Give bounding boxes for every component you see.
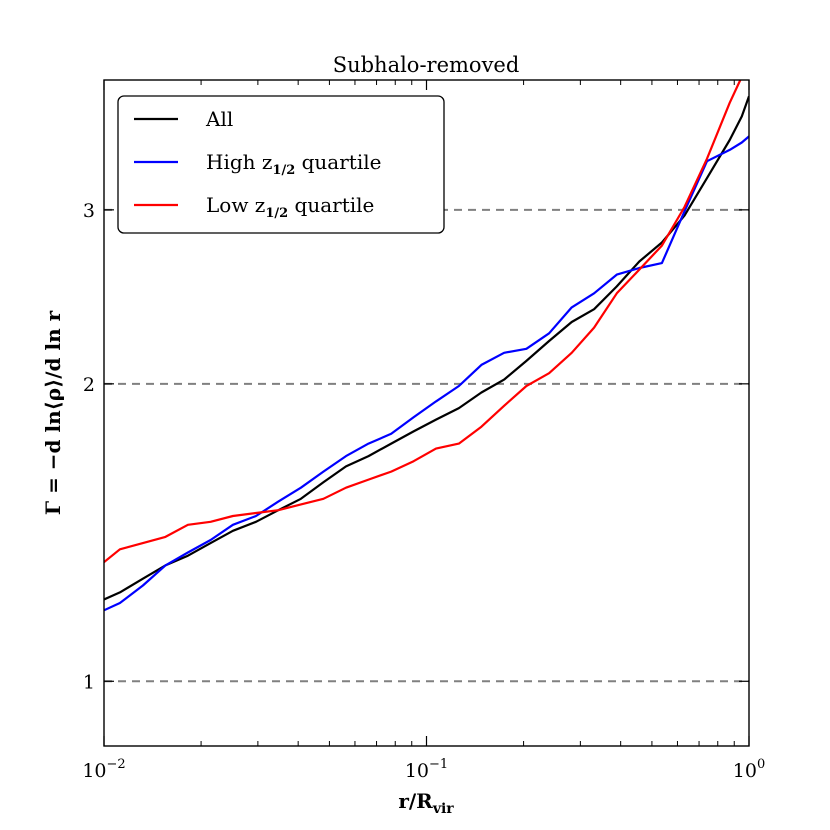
x-axis-label-main: r/R [398,789,433,813]
legend-label-text: Low z [206,193,265,217]
legend-label-subscript: 1/2 [272,163,295,178]
legend-label-1: High z1/2 quartile [206,150,381,178]
legend-box [117,95,445,234]
legend-label-text: High z [206,150,272,174]
series-line-1 [104,135,749,612]
legend-label-0: All [205,107,233,131]
x-axis-label-sub: vir [432,801,454,817]
x-tick-label-exp: −1 [429,757,448,772]
legend-label-text: All [205,107,233,131]
y-axis-label: Γ = −d ln⟨ρ⟩/d ln r [41,310,65,515]
chart-title: Subhalo-removed [333,53,520,77]
legend-label-2: Low z1/2 quartile [206,193,374,221]
x-tick-label-0: 10−2 [82,757,125,782]
legend-label-suffix: quartile [295,150,381,174]
y-tick-label-0: 1 [83,671,95,693]
plot-frame [103,79,750,747]
x-tick-label-base: 10 [733,760,757,782]
x-tick-label-exp: −2 [107,757,126,772]
y-tick-label-2: 3 [83,200,95,222]
x-tick-label-2: 100 [733,757,765,782]
legend-label-subscript: 1/2 [265,206,288,221]
x-tick-label-base: 10 [405,760,429,782]
x-tick-label-exp: 0 [757,757,765,772]
series-layer [104,80,749,612]
x-tick-label-base: 10 [82,760,106,782]
x-tick-label-1: 10−1 [405,757,448,782]
legend-label-suffix: quartile [288,193,374,217]
y-tick-label-1: 2 [83,374,95,396]
series-line-2 [104,80,742,563]
x-axis-label: r/Rvir [398,789,454,817]
series-line-0 [104,95,749,601]
